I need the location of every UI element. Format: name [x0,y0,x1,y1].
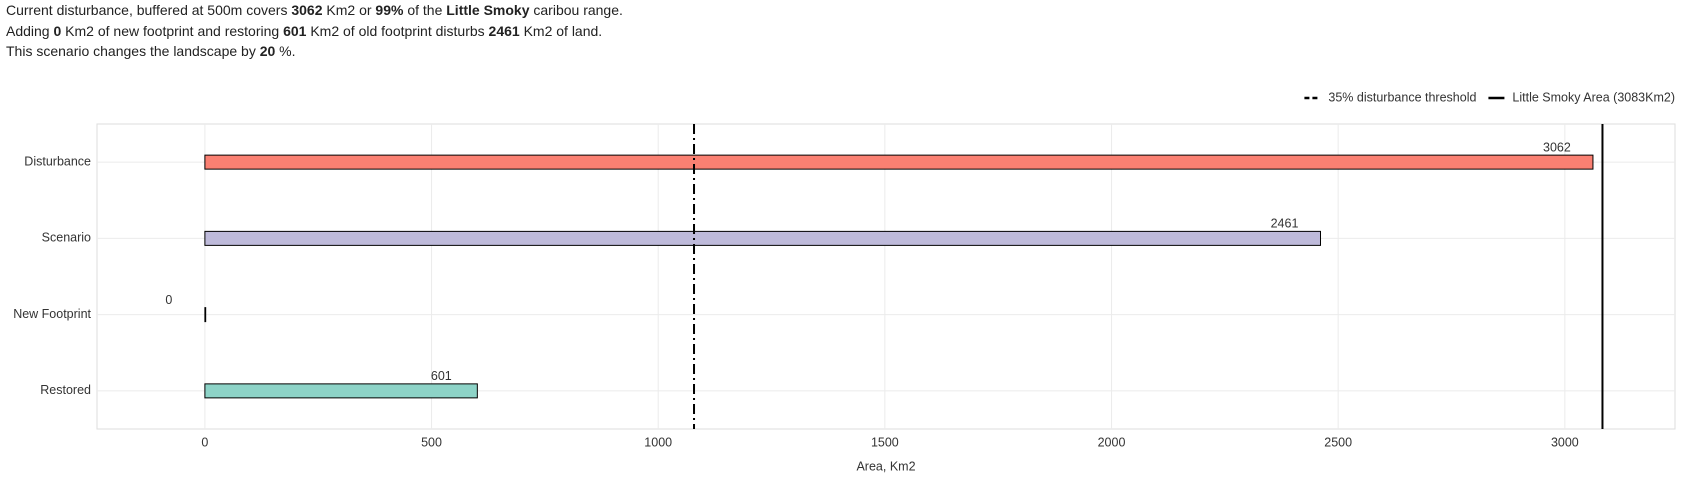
bar [204,383,478,399]
summary-text: caribou range. [529,2,623,18]
value-label: 601 [431,369,452,383]
x-tick-label: 1000 [644,435,672,449]
x-tick-label: 1500 [871,435,899,449]
x-tick-label: 0 [201,435,208,449]
bar [204,307,207,323]
summary-text: Km2 of land. [519,22,603,39]
summary: Current disturbance, buffered at 500m co… [6,0,623,62]
summary-value: Little Smoky [446,2,530,18]
value-label: 0 [165,293,172,307]
x-axis-label: Area, Km2 [856,459,915,473]
summary-value: 0 [53,22,62,39]
x-tick-label: 3000 [1551,435,1579,449]
summary-value: 20 [259,43,276,59]
legend-label: 35% disturbance threshold [1328,90,1476,104]
x-tick-label: 500 [421,435,442,449]
y-tick-label: New Footprint [13,307,91,321]
value-label: 2461 [1271,217,1299,231]
summary-line: This scenario changes the landscape by 2… [6,41,623,62]
summary-text: This scenario changes the landscape by [6,43,260,59]
y-tick-label: Disturbance [24,154,91,168]
legend-label: Little Smoky Area (3083Km2) [1512,90,1675,104]
summary-text: Km2 of new footprint and restoring [61,22,284,39]
legend: 35% disturbance threshold Little Smoky Ar… [1304,90,1675,104]
summary-text: Km2 of old footprint disturbs [306,22,489,39]
summary-text: Current disturbance, buffered at 500m co… [6,2,292,18]
bar [204,230,1322,246]
summary-value: 601 [283,22,307,39]
y-tick-label: Restored [40,383,91,397]
x-tick-label: 2500 [1324,435,1352,449]
summary-value: 3062 [291,2,323,18]
summary-line: Adding 0 Km2 of new footprint and restor… [6,21,623,42]
x-tick-label: 2000 [1098,435,1126,449]
summary-text: Adding [6,22,54,39]
y-tick-label: Scenario [42,231,91,245]
bar [204,154,1594,170]
summary-text: Km2 or [322,2,376,18]
plot-panel [96,123,1676,430]
summary-line: Current disturbance, buffered at 500m co… [6,0,623,21]
summary-value: 99% [375,2,404,18]
value-label: 3062 [1543,140,1571,154]
summary-text: %. [275,43,296,59]
summary-value: 2461 [488,22,520,39]
summary-text: of the [403,2,447,18]
